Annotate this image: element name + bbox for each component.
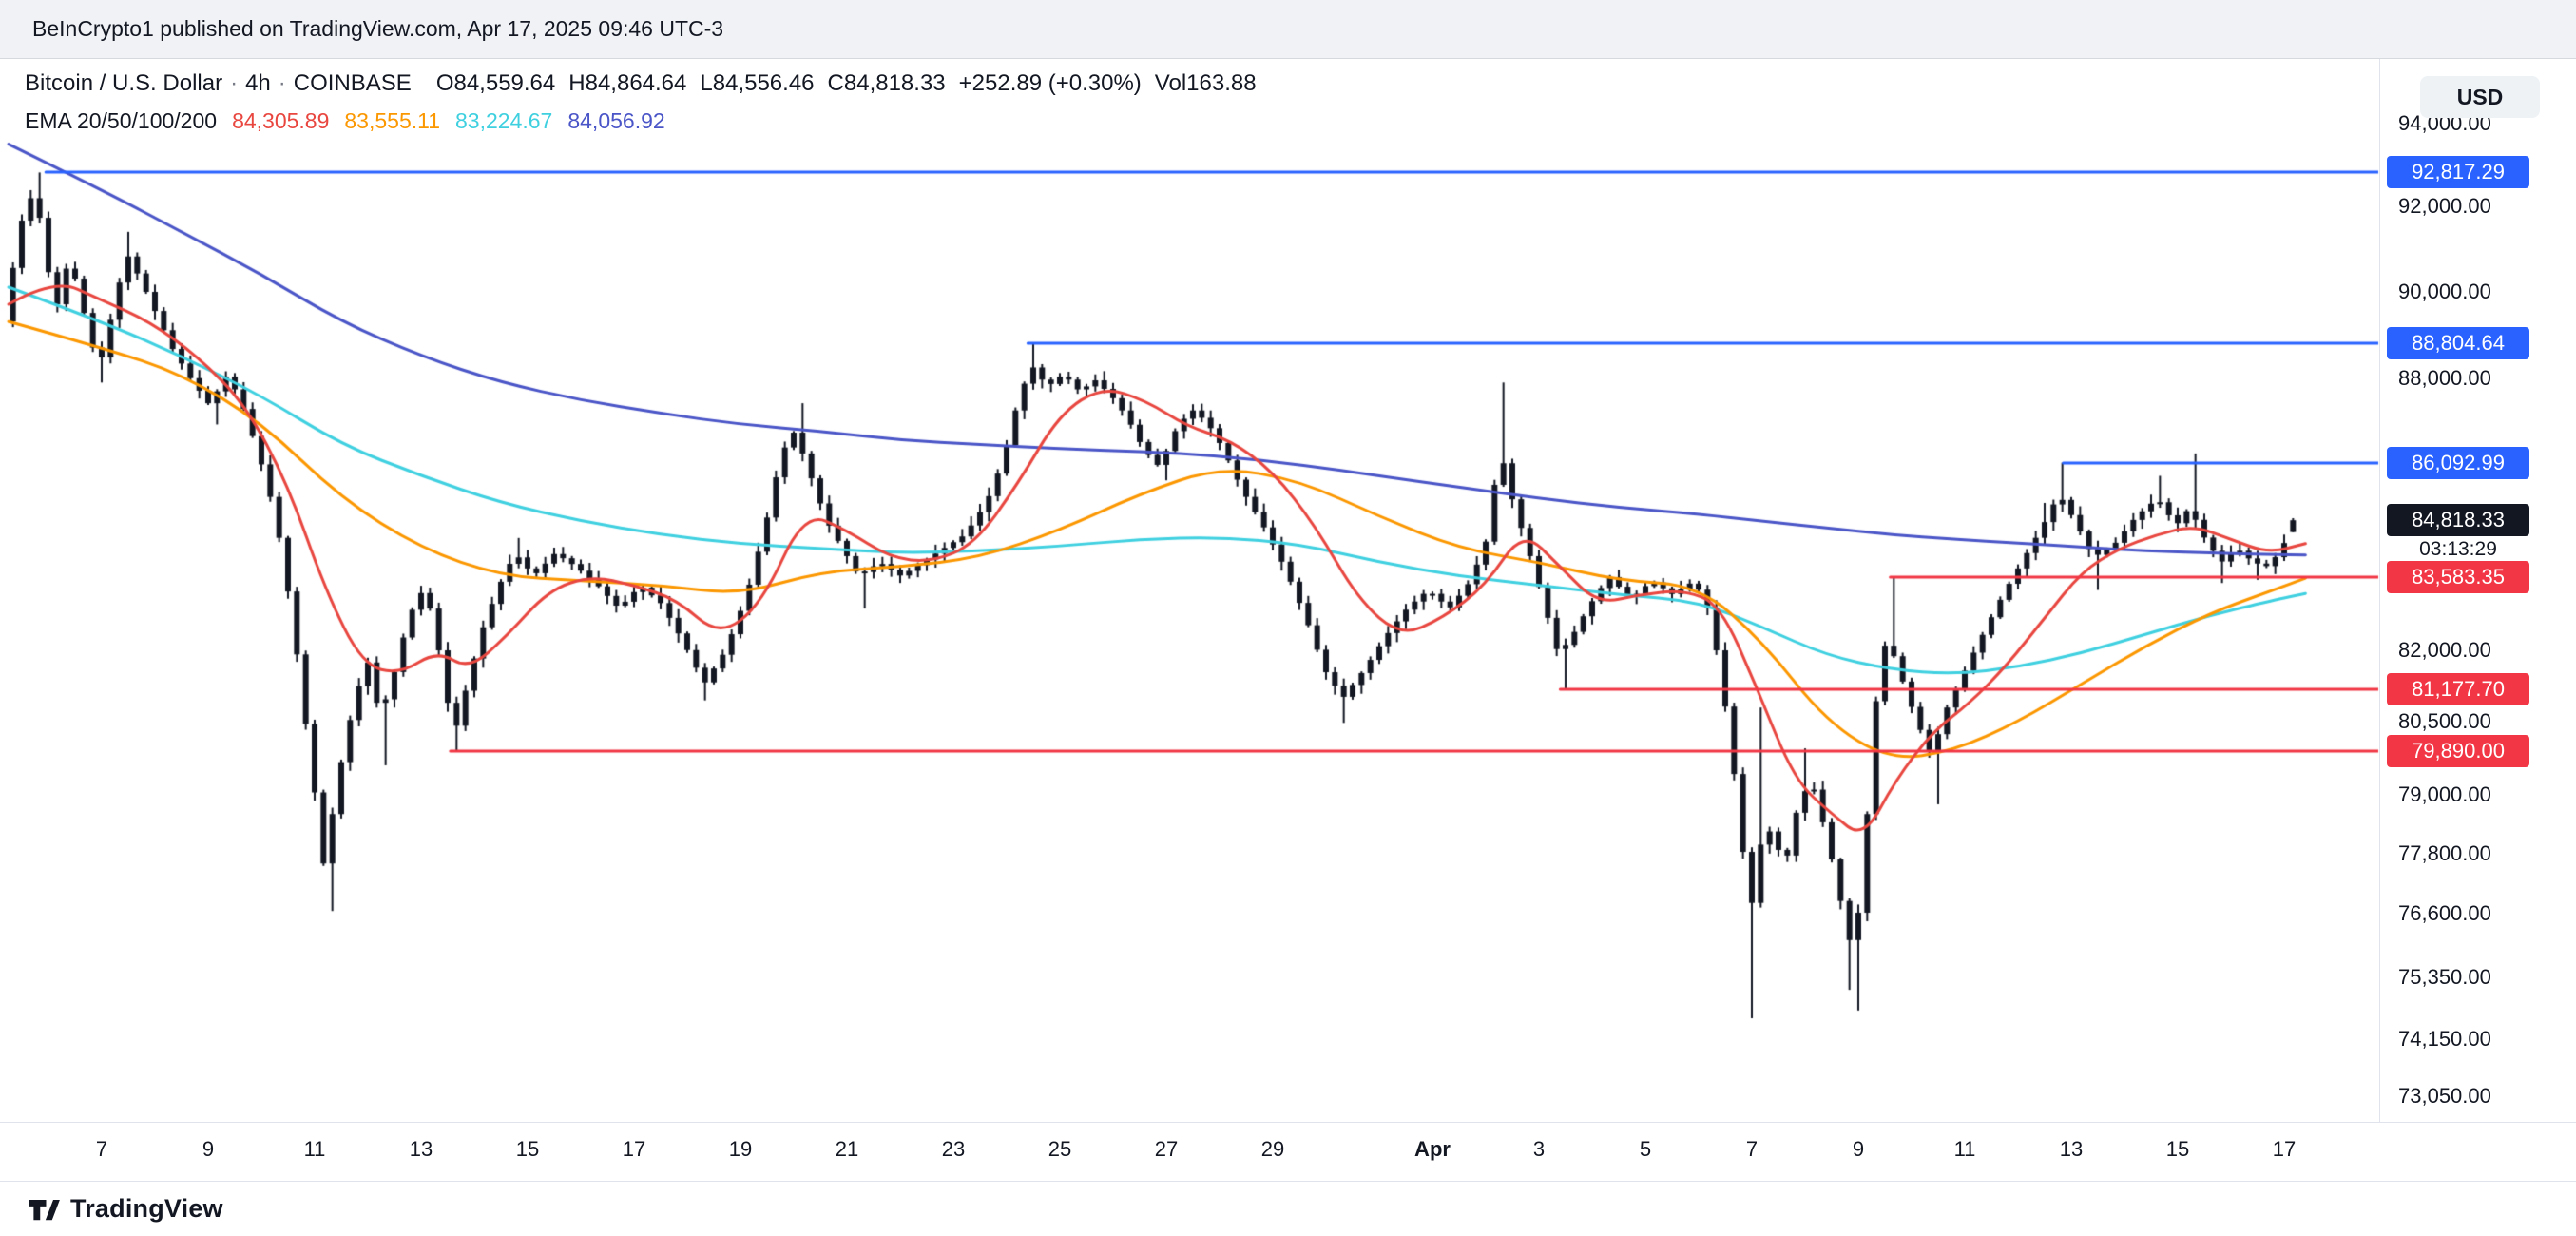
price-axis[interactable]: 94,000.00 92,000.00 90,000.00 88,000.00 82,0…	[2379, 59, 2576, 1122]
time-tick-label: 11	[1953, 1137, 1976, 1161]
time-tick-label: 21	[835, 1137, 859, 1161]
currency-toggle-button[interactable]: USD	[2420, 76, 2540, 118]
publish-info-text: BeInCrypto1 published on TradingView.com…	[32, 16, 724, 41]
ohlc-values: O84,559.64 H84,864.64 L84,556.46 C84,818.33…	[436, 70, 1270, 96]
level-price-badge: 81,177.70	[2387, 673, 2529, 706]
symbol-legend-row: Bitcoin / U.S. Dollar · 4h · COINBASE O84,559…	[25, 70, 1270, 97]
price-tick-label: 77,800.00	[2398, 840, 2491, 865]
volume-label: Vol	[1154, 70, 1187, 96]
time-tick-label: 25	[1048, 1137, 1072, 1161]
time-tick-label: 23	[941, 1137, 966, 1161]
time-tick-label: 17	[2272, 1137, 2297, 1161]
ema-legend-row: EMA 20/50/100/200 84,305.89 83,555.11 83,22…	[25, 108, 1270, 134]
time-tick-label: 27	[1154, 1137, 1179, 1161]
tradingview-wordmark[interactable]: TradingView	[70, 1194, 223, 1223]
legend-separator: ·	[278, 70, 286, 96]
price-tick-label: 92,000.00	[2398, 194, 2491, 219]
ema-legend-label[interactable]: EMA 20/50/100/200	[25, 108, 218, 133]
close-label: C	[827, 70, 844, 96]
volume-value: 163.88	[1186, 70, 1257, 96]
time-tick-label: 3	[1532, 1137, 1546, 1161]
open-label: O	[435, 70, 454, 96]
level-price-badge: 88,804.64	[2387, 326, 2529, 359]
time-tick-label: 9	[1852, 1137, 1865, 1161]
level-price-badge: 83,583.35	[2387, 560, 2529, 593]
time-tick-label: 29	[1260, 1137, 1285, 1161]
price-tick-label: 75,350.00	[2398, 964, 2491, 989]
level-price-badge: 86,092.99	[2387, 446, 2529, 479]
price-tick-label: 88,000.00	[2398, 365, 2491, 390]
ema50-value: 83,555.11	[344, 108, 441, 133]
time-tick-label: 13	[2059, 1137, 2084, 1161]
time-tick-label: 7	[1745, 1137, 1759, 1161]
bar-countdown: 03:13:29	[2419, 538, 2497, 561]
time-axis[interactable]: 7 9 11 13 15 17 19 21 23 25 27 29 Apr 3 5 7 9 11 13 15 17	[0, 1122, 2576, 1182]
chart-legend: Bitcoin / U.S. Dollar · 4h · COINBASE O84,559…	[25, 70, 1270, 134]
time-tick-label: 15	[2165, 1137, 2190, 1161]
time-tick-label: 19	[728, 1137, 753, 1161]
change-value: +252.89 (+0.30%)	[958, 70, 1142, 96]
price-tick-label: 76,600.00	[2398, 900, 2491, 925]
level-price-badge: 92,817.29	[2387, 156, 2529, 189]
ema20-value: 84,305.89	[232, 108, 330, 133]
price-tick-label: 80,500.00	[2398, 709, 2491, 734]
price-tick-label: 82,000.00	[2398, 638, 2491, 663]
time-tick-label: 17	[622, 1137, 646, 1161]
time-tick-label: Apr	[1414, 1137, 1451, 1161]
ema200-value: 84,056.92	[567, 108, 665, 133]
time-tick-label: 9	[202, 1137, 215, 1161]
interval-label[interactable]: 4h	[245, 70, 271, 96]
high-value: 84,864.64	[585, 70, 687, 96]
exchange-label: COINBASE	[293, 70, 412, 96]
time-tick-label: 11	[303, 1137, 326, 1161]
close-value: 84,818.33	[843, 70, 946, 96]
level-price-badge: 79,890.00	[2387, 735, 2529, 768]
high-label: H	[568, 70, 586, 96]
time-tick-label: 7	[95, 1137, 108, 1161]
time-tick-label: 13	[409, 1137, 433, 1161]
ema100-value: 83,224.67	[455, 108, 553, 133]
price-tick-label: 90,000.00	[2398, 279, 2491, 303]
low-label: L	[700, 70, 713, 96]
price-tick-label: 79,000.00	[2398, 782, 2491, 806]
time-tick-label: 5	[1639, 1137, 1652, 1161]
publish-info-bar: BeInCrypto1 published on TradingView.com…	[0, 0, 2576, 59]
time-tick-label: 15	[515, 1137, 540, 1161]
legend-separator: ·	[230, 70, 239, 96]
tradingview-logo-icon[interactable]	[27, 1195, 61, 1224]
symbol-title[interactable]: Bitcoin / U.S. Dollar	[25, 70, 223, 96]
price-tick-label: 73,050.00	[2398, 1084, 2491, 1109]
price-tick-label: 74,150.00	[2398, 1026, 2491, 1051]
open-value: 84,559.64	[453, 70, 556, 96]
low-value: 84,556.46	[712, 70, 815, 96]
current-price-badge: 84,818.33	[2387, 504, 2529, 537]
footer-bar: TradingView	[0, 1181, 2576, 1236]
